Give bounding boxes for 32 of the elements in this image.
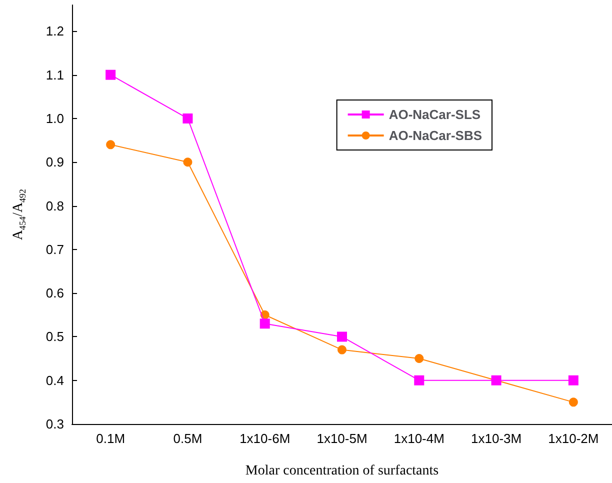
y-tick-label: 0.7 xyxy=(46,242,64,257)
point xyxy=(182,113,193,124)
point xyxy=(337,332,347,342)
y-tick-label: 0.5 xyxy=(46,329,64,344)
legend-label: AO-NaCar-SLS xyxy=(388,107,481,122)
x-tick-label: 1x10-5M xyxy=(316,431,368,446)
y-tick-label: 0.6 xyxy=(46,286,64,301)
x-tick-label: 1x10-3M xyxy=(470,431,522,446)
point xyxy=(414,354,424,364)
point xyxy=(568,375,578,386)
point xyxy=(106,140,116,150)
y-tick-label: 0.3 xyxy=(46,416,64,432)
point xyxy=(414,375,424,386)
y-axis-title: A454/A492 xyxy=(11,188,28,240)
point xyxy=(338,345,346,354)
y-tick-label: 1.1 xyxy=(46,67,64,82)
x-axis-title: Molar concentration of surfactants xyxy=(245,464,439,478)
x-tick-label: 1x10-6M xyxy=(240,431,290,446)
y-tick-label: 1.2 xyxy=(46,24,64,39)
point xyxy=(183,158,192,167)
y-tick-label: 0.9 xyxy=(46,154,64,170)
x-tick-label: 0.1M xyxy=(96,431,126,446)
x-tick-label: 1x10-2M xyxy=(548,431,599,446)
y-tick-label: 0.4 xyxy=(46,372,64,388)
legend-label: AO-NaCar-SBS xyxy=(388,128,482,143)
y-tick-label: 1.0 xyxy=(46,110,64,126)
y-tick-label: 0.8 xyxy=(46,198,64,214)
point xyxy=(106,70,116,80)
x-tick-label: 1x10-4M xyxy=(394,431,444,446)
x-tick-label: 0.5M xyxy=(173,431,202,446)
point xyxy=(568,398,578,407)
point xyxy=(260,318,270,329)
